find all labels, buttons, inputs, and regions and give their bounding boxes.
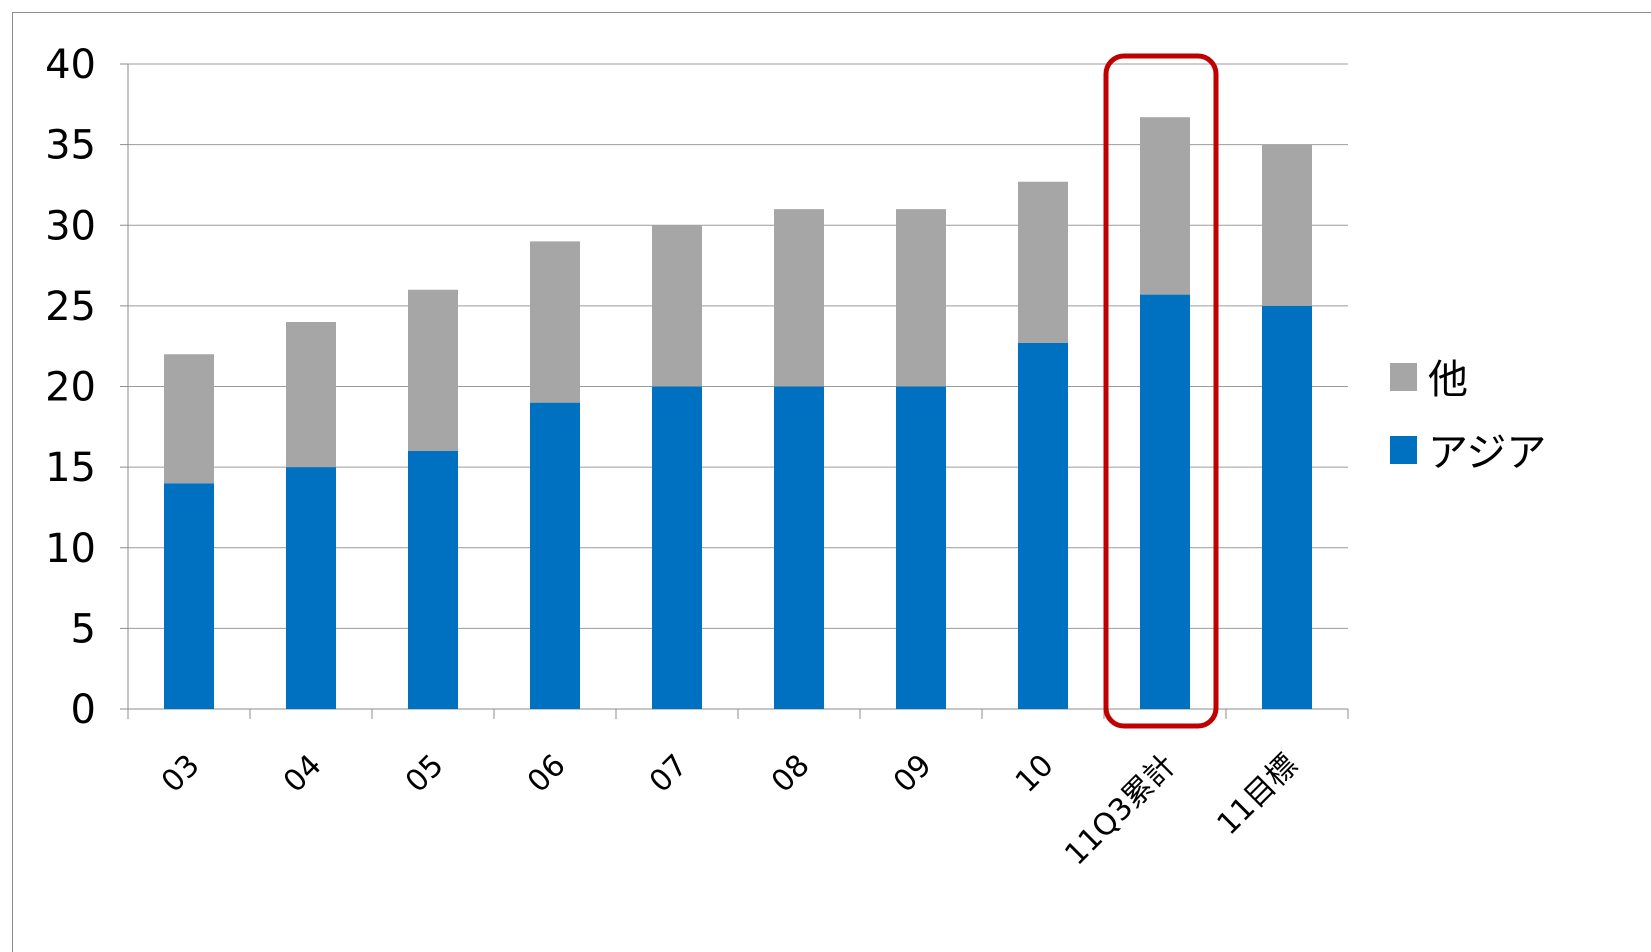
bar-segment — [1140, 117, 1190, 295]
y-tick-label: 20 — [45, 365, 96, 411]
bar-segment — [774, 386, 824, 709]
bar-segment — [896, 386, 946, 709]
x-tick-label: 04 — [277, 748, 329, 800]
legend-swatch — [1390, 363, 1417, 391]
legend-label: 他 — [1428, 357, 1468, 403]
y-tick-label: 30 — [45, 203, 96, 249]
bar-segment — [1262, 144, 1312, 306]
bar-segment — [530, 402, 580, 709]
highlight-box — [1103, 53, 1219, 729]
bar-segment — [286, 467, 336, 709]
x-tick-label: 09 — [887, 748, 939, 800]
chart-frame — [12, 12, 1651, 952]
bar-segment — [286, 322, 336, 468]
y-tick-label: 0 — [71, 687, 96, 733]
x-tick-label: 03 — [155, 748, 207, 800]
y-tick-label: 15 — [45, 445, 96, 491]
x-tick-label: 08 — [765, 748, 817, 800]
x-tick-label: 11Q3累計 — [1058, 748, 1182, 872]
bar-segment — [1018, 181, 1068, 343]
y-tick-label: 35 — [45, 123, 96, 169]
y-tick-label: 10 — [45, 526, 96, 572]
bar-segment — [530, 241, 580, 403]
y-tick-label: 40 — [45, 42, 96, 88]
legend-label: アジア — [1428, 430, 1546, 476]
bar-segment — [408, 289, 458, 451]
bar-segment — [1018, 342, 1068, 709]
x-tick-label: 06 — [521, 748, 573, 800]
bar-segment — [652, 225, 702, 387]
bar-segment — [1140, 294, 1190, 709]
x-tick-label: 05 — [399, 748, 451, 800]
bar-segment — [164, 483, 214, 709]
y-tick-label: 25 — [45, 284, 96, 330]
legend-swatch — [1390, 436, 1417, 464]
bar-segment — [774, 209, 824, 387]
x-tick-label: 07 — [643, 748, 695, 800]
x-tick-label: 11目標 — [1210, 748, 1304, 842]
y-tick-label: 5 — [71, 606, 96, 652]
bar-segment — [896, 209, 946, 387]
bar-segment — [408, 451, 458, 709]
bar-segment — [652, 386, 702, 709]
x-tick-label: 10 — [1009, 748, 1061, 800]
bar-segment — [164, 354, 214, 484]
bar-segment — [1262, 305, 1312, 709]
